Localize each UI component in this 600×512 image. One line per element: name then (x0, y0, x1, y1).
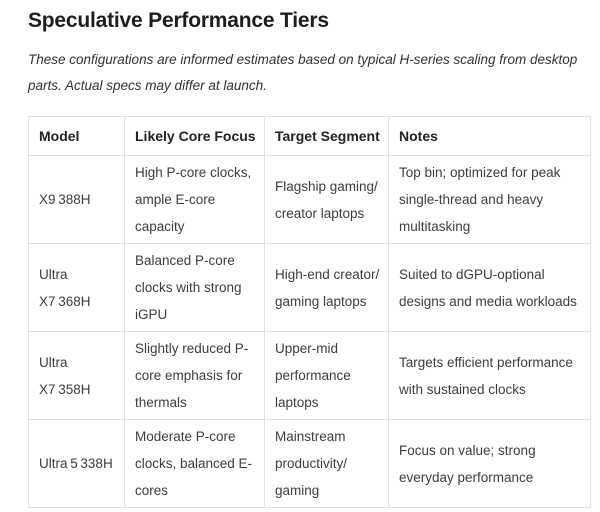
cell-target-segment: Flagship gaming/​creator laptops (264, 155, 389, 244)
cell-notes: Focus on value; strong everyday performa… (388, 419, 591, 508)
column-header-model: Model (28, 116, 125, 156)
cell-model: Ultra 5 338H (28, 419, 125, 508)
cell-target-segment: Upper-mid performance laptops (264, 331, 389, 420)
cell-notes: Suited to dGPU-optional designs and medi… (388, 243, 591, 332)
page-title: Speculative Performance Tiers (28, 9, 329, 32)
cell-core-focus: Moderate P-core clocks, balanced E-cores (124, 419, 265, 508)
cell-core-focus: Balanced P-core clocks with strong iGPU (124, 243, 265, 332)
cell-model: X9 388H (28, 155, 125, 244)
cell-model: Ultra X7 368H (28, 243, 125, 332)
cell-target-segment: High-end creator/​gaming laptops (264, 243, 389, 332)
cell-notes: Targets efficient performance with susta… (388, 331, 591, 420)
table-row: Ultra X7 368H Balanced P-core clocks wit… (28, 243, 591, 332)
performance-tiers-table: Model Likely Core Focus Target Segment N… (28, 116, 591, 508)
cell-model: Ultra X7 358H (28, 331, 125, 420)
cell-core-focus: High P-core clocks, ample E-core capacit… (124, 155, 265, 244)
header-row: Model Likely Core Focus Target Segment N… (28, 116, 591, 156)
table-row: Ultra X7 358H Slightly reduced P-core em… (28, 331, 591, 420)
table-body: X9 388H High P-core clocks, ample E-core… (28, 155, 591, 508)
table-row: X9 388H High P-core clocks, ample E-core… (28, 155, 591, 244)
table-row: Ultra 5 338H Moderate P-core clocks, bal… (28, 419, 591, 508)
column-header-notes: Notes (388, 116, 591, 156)
column-header-core-focus: Likely Core Focus (124, 116, 265, 156)
cell-notes: Top bin; optimized for peak single-threa… (388, 155, 591, 244)
column-header-target-segment: Target Segment (264, 116, 389, 156)
cell-core-focus: Slightly reduced P-core emphasis for the… (124, 331, 265, 420)
page-subtitle: These configurations are informed estima… (28, 52, 578, 93)
table-header: Model Likely Core Focus Target Segment N… (28, 116, 591, 156)
cell-target-segment: Mainstream productivity/​gaming (264, 419, 389, 508)
